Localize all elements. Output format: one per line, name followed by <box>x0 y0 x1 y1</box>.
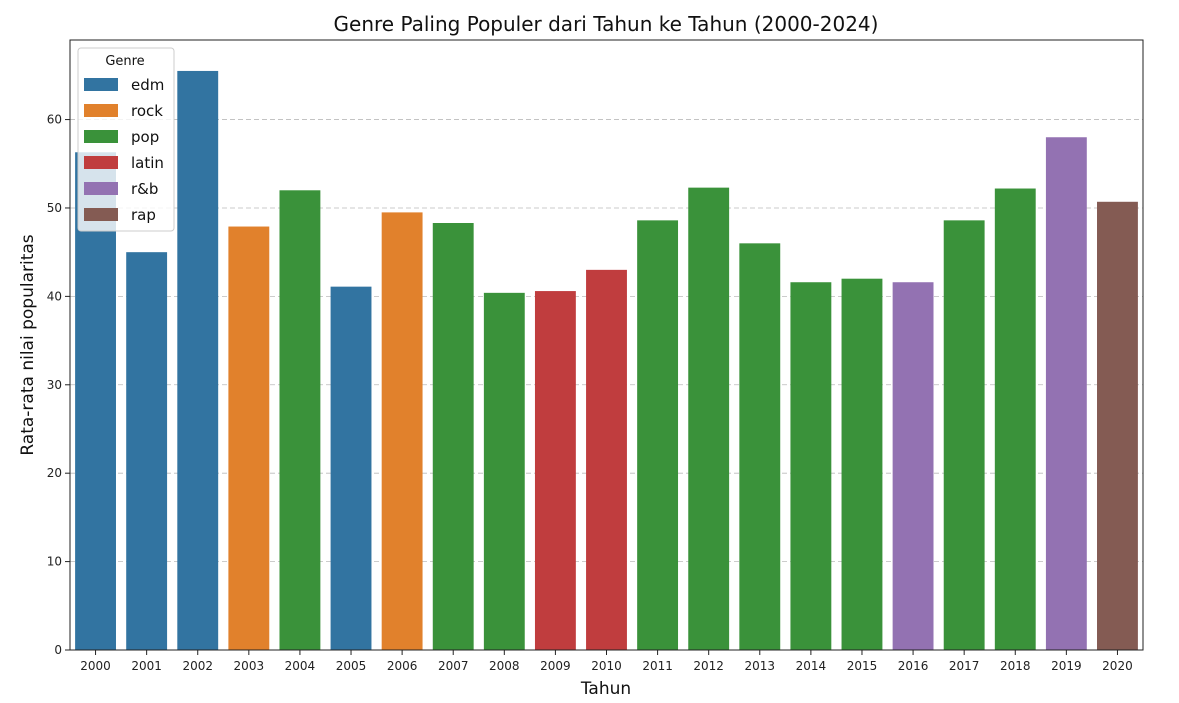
bar-2015 <box>841 278 883 650</box>
bar-2016 <box>892 282 934 650</box>
x-tick-label: 2020 <box>1102 659 1133 673</box>
bar-2001 <box>126 252 168 650</box>
x-tick-label: 2009 <box>540 659 571 673</box>
legend-label: r&b <box>131 180 158 198</box>
bar-2018 <box>994 188 1036 651</box>
x-tick-label: 2000 <box>80 659 111 673</box>
bar-2017 <box>943 220 985 650</box>
chart-title: Genre Paling Populer dari Tahun ke Tahun… <box>334 12 879 36</box>
bar-2014 <box>790 282 832 650</box>
bar-2010 <box>586 269 627 650</box>
bar-2008 <box>483 292 525 650</box>
y-axis-label: Rata-rata nilai popularitas <box>18 234 38 455</box>
x-tick-label: 2011 <box>642 659 673 673</box>
x-tick-label: 2012 <box>693 659 724 673</box>
legend-swatch-rap <box>84 208 118 221</box>
bar-2002 <box>177 70 219 651</box>
bar-2020 <box>1097 201 1138 651</box>
bar-2009 <box>534 291 576 650</box>
bars <box>75 70 1138 651</box>
x-tick-label: 2015 <box>847 659 878 673</box>
y-tick-label: 10 <box>47 555 62 569</box>
x-tick-label: 2013 <box>745 659 776 673</box>
bar-2007 <box>432 223 474 650</box>
bar-2000 <box>75 152 116 650</box>
y-tick-label: 60 <box>47 113 62 127</box>
legend-swatch-rb <box>84 182 118 195</box>
legend-label: edm <box>131 76 164 94</box>
x-tick-label: 2001 <box>131 659 162 673</box>
legend: Genre edm rock pop latin r&b rap <box>77 47 175 232</box>
x-tick-label: 2016 <box>898 659 929 673</box>
y-tick-label: 20 <box>47 466 62 480</box>
bar-2012 <box>688 187 730 650</box>
x-tick-label: 2006 <box>387 659 418 673</box>
x-axis-ticks: 2000 2001 2002 2003 2004 2005 2006 2007 2008 2009… <box>80 650 1133 673</box>
bar-2019 <box>1045 137 1087 650</box>
legend-label: rap <box>131 206 156 224</box>
x-tick-label: 2018 <box>1000 659 1031 673</box>
x-tick-label: 2005 <box>336 659 367 673</box>
legend-label: pop <box>131 128 159 146</box>
x-axis-label: Tahun <box>580 679 631 699</box>
x-tick-label: 2004 <box>285 659 316 673</box>
x-tick-label: 2003 <box>234 659 265 673</box>
y-tick-label: 30 <box>47 378 62 392</box>
x-tick-label: 2007 <box>438 659 469 673</box>
legend-swatch-pop <box>84 130 118 143</box>
x-tick-label: 2008 <box>489 659 520 673</box>
y-tick-label: 50 <box>47 201 62 215</box>
y-axis-ticks: 0 10 20 30 40 50 60 <box>47 113 70 657</box>
legend-swatch-rock <box>84 104 118 117</box>
legend-title: Genre <box>105 54 144 69</box>
y-tick-label: 40 <box>47 289 62 303</box>
x-tick-label: 2017 <box>949 659 980 673</box>
bar-2011 <box>637 220 679 650</box>
bar-2004 <box>279 190 321 650</box>
legend-label: rock <box>131 102 163 120</box>
bar-2013 <box>739 243 781 651</box>
x-tick-label: 2019 <box>1051 659 1082 673</box>
legend-swatch-edm <box>84 78 118 91</box>
y-tick-label: 0 <box>54 643 62 657</box>
legend-swatch-latin <box>84 156 118 169</box>
bar-2005 <box>330 286 372 650</box>
x-tick-label: 2014 <box>796 659 827 673</box>
legend-label: latin <box>131 154 164 172</box>
bar-2006 <box>381 212 423 651</box>
x-tick-label: 2002 <box>182 659 213 673</box>
bar-2003 <box>228 226 270 650</box>
x-tick-label: 2010 <box>591 659 622 673</box>
